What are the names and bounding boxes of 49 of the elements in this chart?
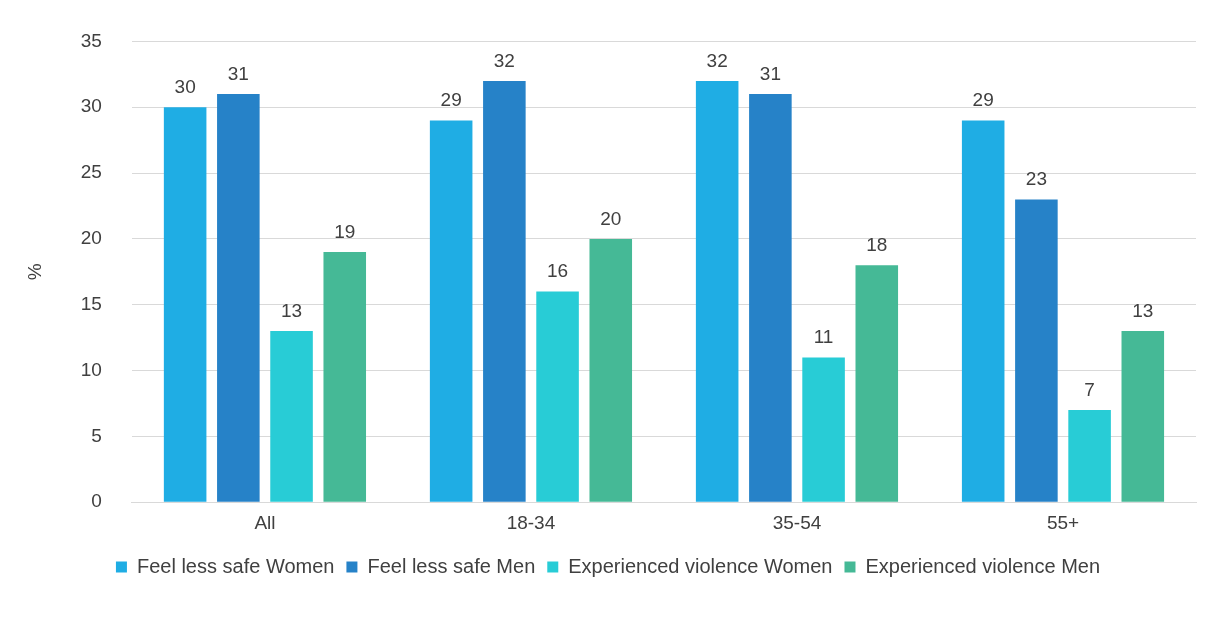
- bar: [429, 120, 473, 502]
- bar: [589, 238, 633, 502]
- data-label: 7: [1084, 378, 1095, 400]
- legend-label: Experienced violence Women: [568, 554, 833, 577]
- x-tick-label: 18-34: [506, 511, 556, 533]
- bar: [749, 94, 792, 502]
- y-tick-label: 25: [80, 161, 102, 183]
- data-label: 29: [972, 89, 994, 111]
- y-tick-label: 15: [80, 292, 102, 314]
- data-label: 23: [1025, 168, 1047, 190]
- bar: [802, 357, 845, 502]
- data-label: 19: [334, 220, 356, 242]
- data-label: 31: [759, 62, 781, 84]
- bar: [163, 107, 207, 502]
- x-tick-label: All: [254, 511, 276, 533]
- data-label: 18: [866, 233, 888, 255]
- bar: [1068, 410, 1111, 502]
- data-label: 32: [493, 49, 515, 71]
- x-tick-label: 55+: [1046, 511, 1080, 533]
- data-label: 32: [706, 49, 728, 71]
- data-label: 30: [174, 75, 196, 97]
- bar: [270, 331, 313, 502]
- data-label: 13: [280, 299, 303, 321]
- bar: [855, 265, 899, 502]
- bar: [961, 120, 1005, 502]
- bar: [217, 94, 260, 502]
- bar: [536, 291, 579, 502]
- y-tick-label: 0: [91, 490, 102, 512]
- y-tick-label: 35: [80, 29, 102, 51]
- data-label: 20: [600, 207, 622, 229]
- data-label: 16: [546, 260, 569, 282]
- y-tick-label: 30: [80, 95, 102, 117]
- y-axis-title: %: [23, 263, 45, 281]
- legend-label: Feel less safe Women: [136, 554, 335, 577]
- bar: [1121, 331, 1165, 502]
- data-label: 29: [440, 89, 462, 111]
- x-tick-label: 35-54: [772, 511, 822, 533]
- data-label: 31: [227, 62, 249, 84]
- y-tick-label: 20: [80, 227, 102, 249]
- y-tick-label: 5: [91, 424, 102, 446]
- bar: [323, 252, 367, 502]
- y-tick-label: 10: [80, 358, 102, 380]
- bar: [483, 80, 526, 502]
- bar: [695, 80, 739, 502]
- data-label: 13: [1132, 299, 1154, 321]
- bar: [1015, 199, 1058, 502]
- legend-label: Experienced violence Men: [865, 554, 1101, 577]
- data-label: 11: [813, 326, 834, 348]
- legend-label: Feel less safe Men: [367, 554, 536, 577]
